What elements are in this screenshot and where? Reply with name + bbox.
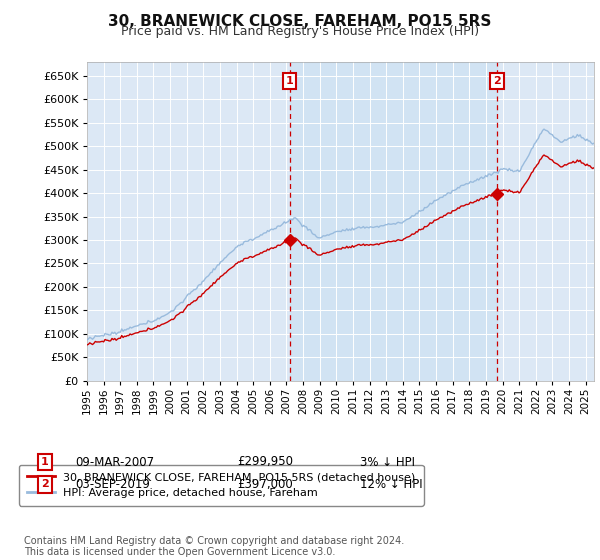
Bar [290,62,497,381]
Text: £299,950: £299,950 [237,455,293,469]
Text: 09-MAR-2007: 09-MAR-2007 [75,455,154,469]
Text: 2: 2 [493,76,501,86]
Text: 3% ↓ HPI: 3% ↓ HPI [360,455,415,469]
Text: 1: 1 [41,457,49,467]
Text: 03-SEP-2019: 03-SEP-2019 [75,478,150,491]
Legend: 30, BRANEWICK CLOSE, FAREHAM, PO15 5RS (detached house), HPI: Average price, det: 30, BRANEWICK CLOSE, FAREHAM, PO15 5RS (… [19,465,424,506]
Text: £397,000: £397,000 [237,478,293,491]
Text: 12% ↓ HPI: 12% ↓ HPI [360,478,422,491]
Text: 30, BRANEWICK CLOSE, FAREHAM, PO15 5RS: 30, BRANEWICK CLOSE, FAREHAM, PO15 5RS [109,14,491,29]
Text: 1: 1 [286,76,293,86]
Text: Price paid vs. HM Land Registry's House Price Index (HPI): Price paid vs. HM Land Registry's House … [121,25,479,38]
Text: Contains HM Land Registry data © Crown copyright and database right 2024.
This d: Contains HM Land Registry data © Crown c… [24,535,404,557]
Text: 2: 2 [41,479,49,489]
